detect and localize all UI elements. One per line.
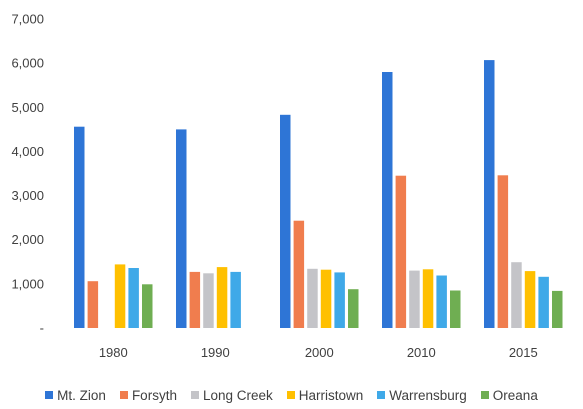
- legend-label: Harristown: [298, 387, 364, 403]
- legend-item: Forsyth: [119, 387, 177, 403]
- bar-harristown-2000: [320, 269, 332, 328]
- x-category-label: 2015: [509, 345, 538, 360]
- bars: [74, 60, 563, 328]
- bar-warrensburg-1990: [230, 271, 241, 328]
- bar-forsyth-1980: [87, 281, 99, 328]
- legend-item: Oreana: [480, 387, 538, 403]
- legend: Mt. Zion Forsyth Long Creek Harristown Warre…: [0, 384, 583, 406]
- legend-item: Warrensburg: [377, 388, 467, 403]
- y-tick-label: -: [40, 321, 44, 336]
- legend-label: Long Creek: [202, 387, 273, 403]
- x-category-label: 2010: [407, 345, 436, 360]
- bar-forsyth-2000: [293, 220, 305, 328]
- bar-long-creek-1990: [203, 273, 214, 328]
- legend-label: Mt. Zion: [57, 387, 106, 403]
- y-tick-label: 6,000: [11, 56, 44, 71]
- legend-item: Harristown: [286, 387, 364, 403]
- legend-swatch: [45, 391, 54, 399]
- bar-forsyth-2015: [497, 175, 509, 328]
- bar-oreana-2000: [348, 289, 359, 328]
- bar-harristown-2015: [524, 271, 536, 328]
- legend-swatch: [190, 391, 199, 399]
- bar-mt-zion-1990: [176, 129, 187, 328]
- legend-swatch: [286, 391, 295, 399]
- y-tick-label: 4,000: [11, 144, 44, 159]
- bar-forsyth-1990: [189, 271, 201, 328]
- bar-warrensburg-2015: [538, 276, 549, 328]
- legend-label: Warrensburg: [389, 387, 467, 403]
- bar-warrensburg-1980: [128, 268, 139, 328]
- bar-mt-zion-1980: [74, 126, 85, 328]
- legend-swatch: [377, 391, 386, 399]
- bar-mt-zion-2015: [484, 60, 495, 328]
- bar-long-creek-2010: [409, 270, 420, 328]
- bar-oreana-2010: [450, 290, 461, 328]
- y-tick-label: 3,000: [11, 188, 44, 203]
- legend-swatch: [119, 391, 128, 399]
- y-tick-label: 1,000: [11, 276, 44, 291]
- x-axis: 1980 1990 2000 2010 2015: [99, 345, 538, 360]
- x-category-label: 2000: [305, 345, 334, 360]
- y-tick-label: 7,000: [11, 12, 44, 27]
- bar-oreana-1980: [142, 284, 153, 328]
- y-tick-label: 5,000: [11, 100, 44, 115]
- bar-forsyth-2010: [395, 175, 407, 328]
- bar-long-creek-2015: [511, 262, 522, 328]
- bar-harristown-1980: [114, 264, 126, 328]
- bar-harristown-2010: [422, 269, 434, 328]
- y-tick-label: 2,000: [11, 232, 44, 247]
- bar-long-creek-2000: [307, 268, 318, 328]
- legend-label: Oreana: [492, 387, 538, 403]
- x-category-label: 1990: [201, 345, 230, 360]
- chart-plot: - 1,000 2,000 3,000 4,000 5,000 6,000 7,000 198…: [11, 12, 563, 360]
- bar-mt-zion-2010: [382, 72, 393, 328]
- legend-swatch: [480, 391, 489, 399]
- bar-warrensburg-2010: [436, 275, 447, 328]
- bar-mt-zion-2000: [280, 114, 291, 328]
- bar-warrensburg-2000: [334, 272, 345, 328]
- bar-oreana-2015: [552, 290, 563, 328]
- legend-label: Forsyth: [131, 387, 177, 403]
- bar-harristown-1990: [216, 267, 228, 328]
- legend-item: Mt. Zion: [45, 388, 106, 403]
- x-category-label: 1980: [99, 345, 128, 360]
- legend-item: Long Creek: [190, 387, 273, 403]
- y-axis: - 1,000 2,000 3,000 4,000 5,000 6,000 7,000: [11, 12, 44, 336]
